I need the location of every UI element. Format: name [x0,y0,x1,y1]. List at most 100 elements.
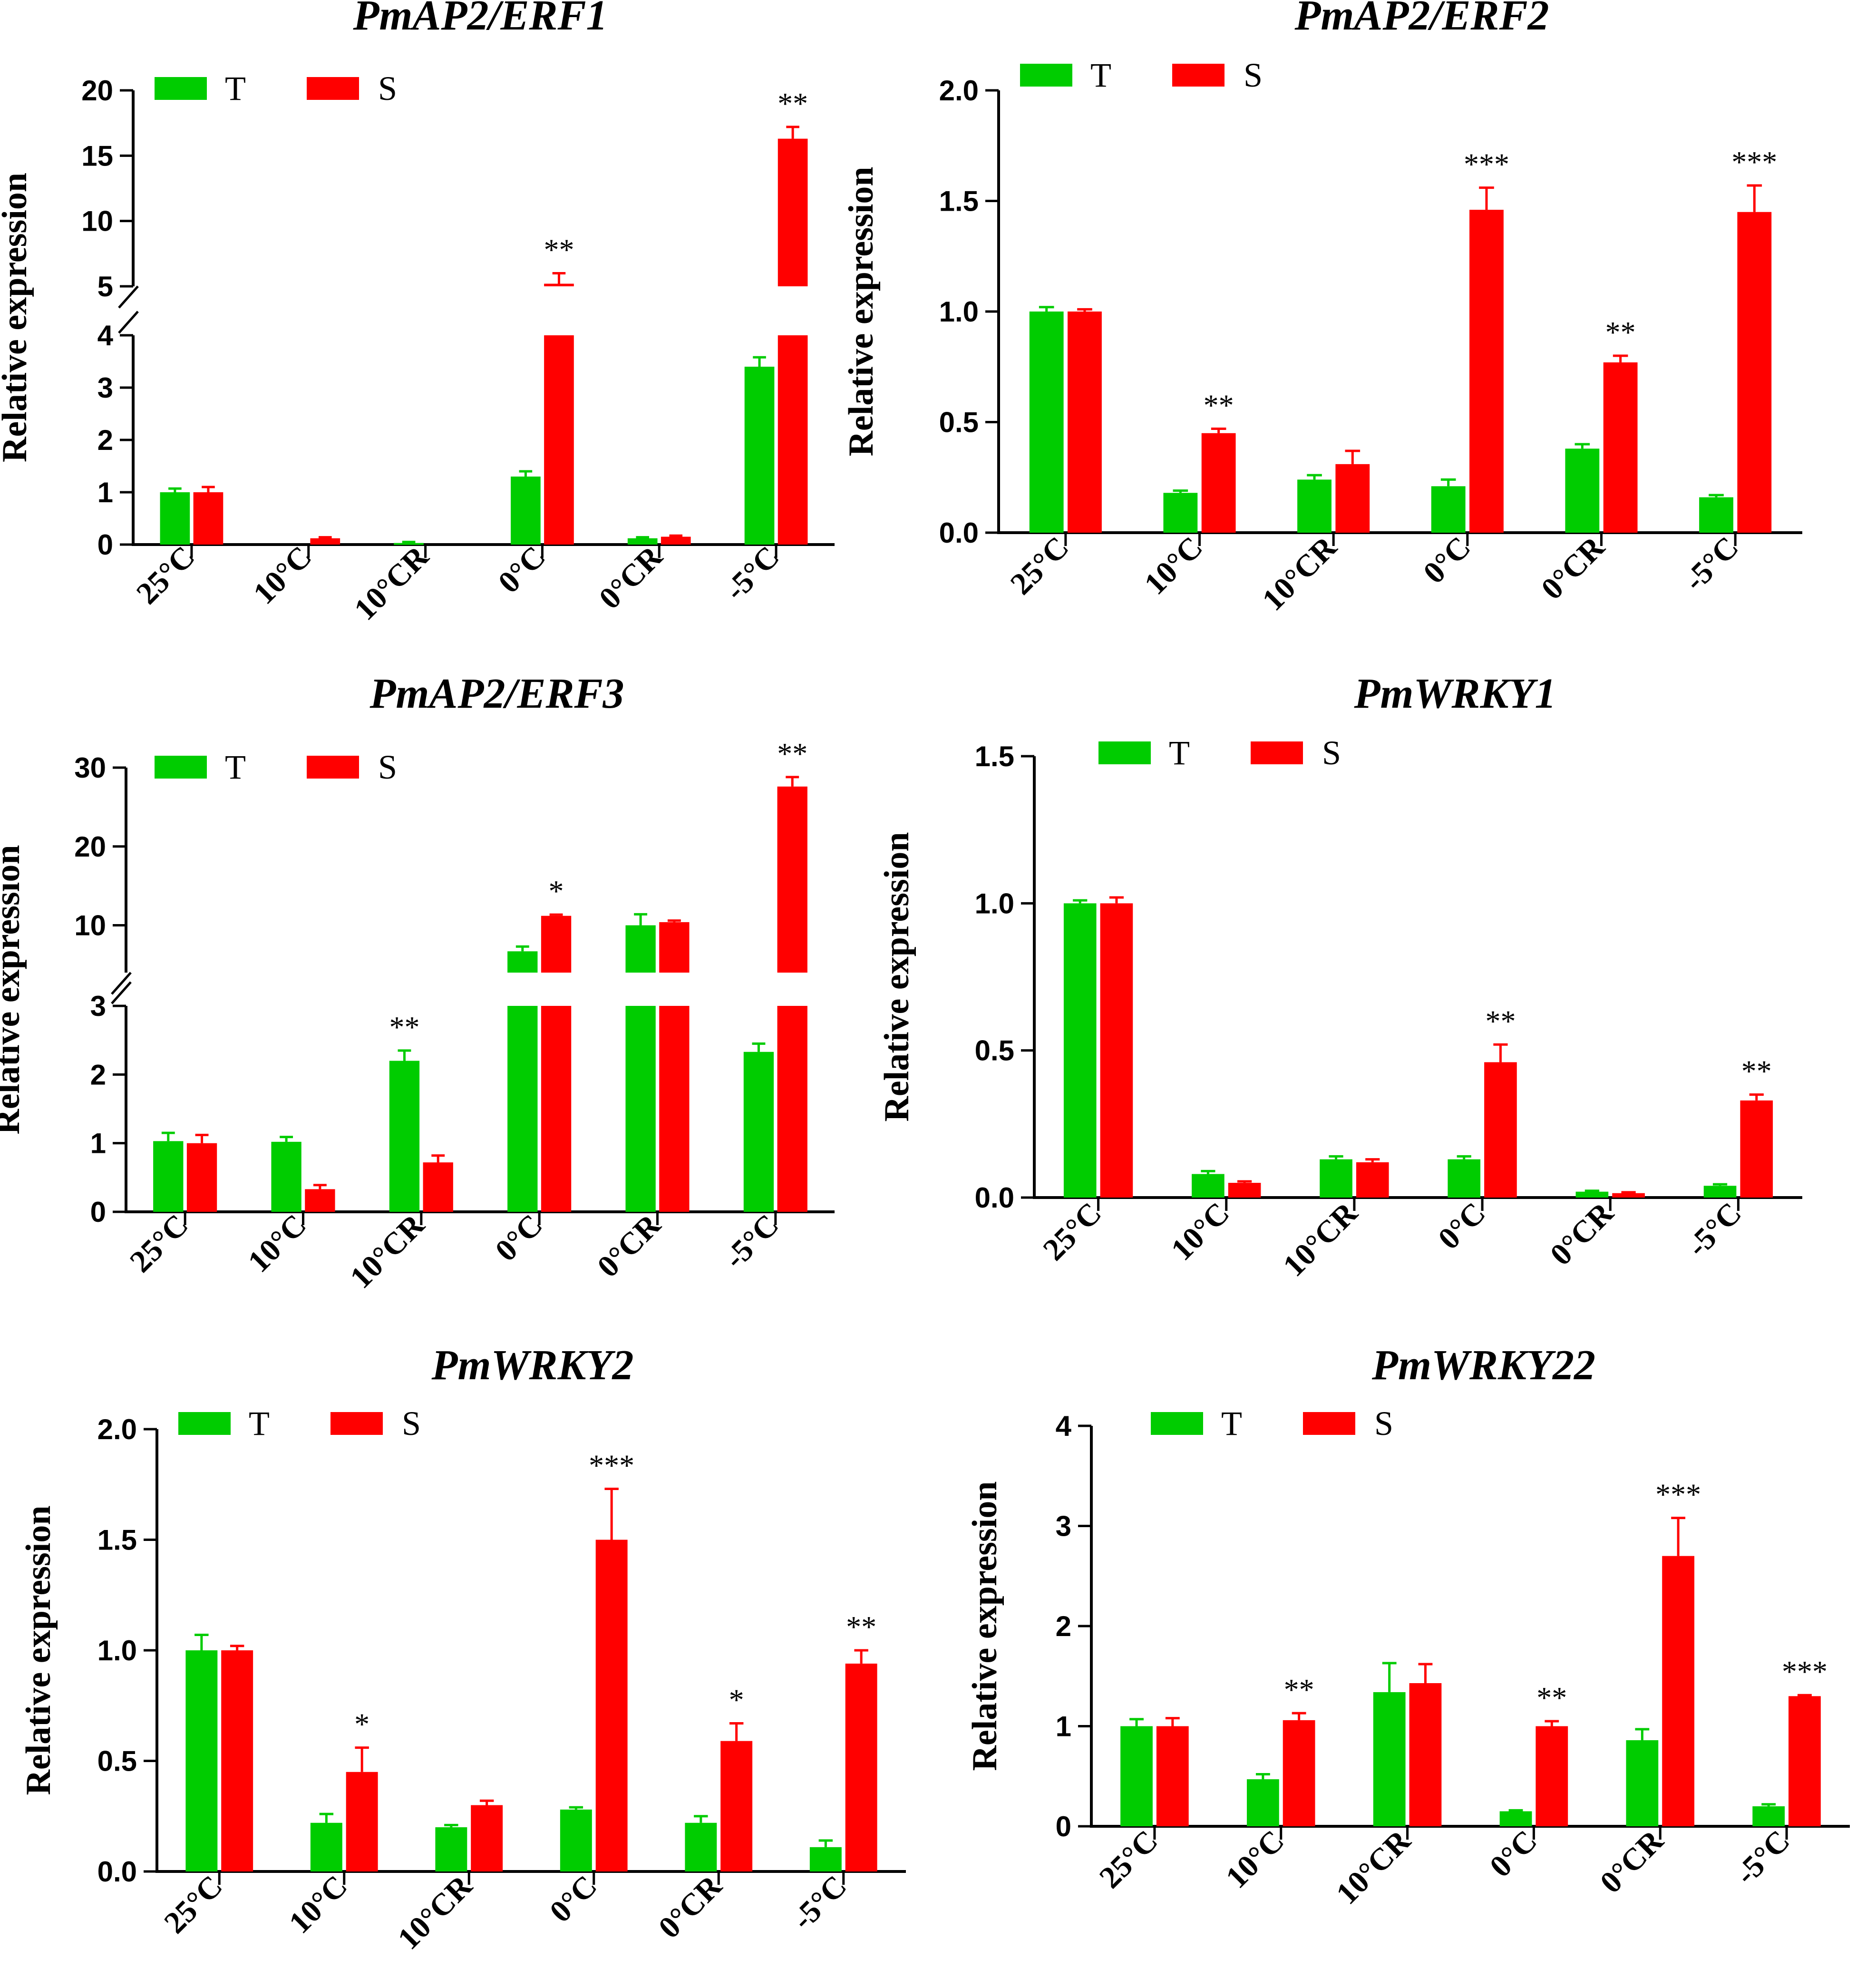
bar-T-4 [685,1822,717,1871]
bar-S-5 [1740,1100,1773,1198]
legend-swatch-T [1098,741,1151,764]
significance-label: ** [1485,1004,1516,1038]
legend-label-S: S [1322,734,1341,772]
significance-label: ** [846,1610,876,1644]
bar-T-2 [389,1061,420,1212]
bar-S-5-upper [777,786,807,973]
bar-T-1 [1192,1174,1225,1198]
y-tick-label: 3 [97,372,113,404]
y-tick-label: 1.5 [97,1524,137,1556]
y-tick-label: 0 [1056,1811,1071,1842]
bar-T-2 [1320,1159,1352,1198]
bar-T-3 [1499,1811,1532,1826]
bar-S-0 [1156,1726,1189,1826]
bar-S-3 [541,1006,572,1212]
y-tick-label: 3 [1056,1510,1071,1542]
bar-S-0 [186,1143,217,1212]
legend-label-T: T [225,69,246,107]
bar-T-5 [1699,497,1733,533]
significance-label: *** [589,1449,634,1482]
bar-T-3 [507,1006,538,1212]
x-tick-label: 10°CR [1255,529,1343,617]
x-tick-label: 0°CR [1544,1195,1621,1272]
legend-label-T: T [225,748,246,786]
bar-T-1 [1163,493,1198,533]
y-tick-label: 1.0 [975,887,1014,919]
bar-T-0 [185,1650,218,1871]
bar-T-3 [1431,486,1466,533]
y-tick-label: 1 [90,1128,106,1160]
bar-S-4 [1612,1193,1645,1198]
y-tick-label: 1.0 [97,1635,137,1666]
y-tick-label: 0.5 [939,407,979,439]
bar-S-4-upper [659,922,690,973]
legend-label-T: T [249,1404,270,1442]
y-tick-label: 0.5 [97,1745,137,1777]
bar-S-4 [659,1006,690,1212]
bar-S-3 [1536,1726,1568,1826]
bar-T-2 [394,543,424,545]
y-tick-label: 0.0 [97,1856,137,1888]
y-tick-label: 1 [1056,1711,1071,1743]
bar-T-5 [809,1847,842,1871]
bar-T-3-upper [507,951,538,973]
x-tick-label: 10°CR [348,539,436,627]
bar-S-2 [471,1805,503,1871]
x-tick-label: 10°CR [343,1207,431,1295]
bar-T-1 [1246,1779,1279,1826]
y-tick-label: 1 [97,477,113,508]
bar-S-1 [305,1189,335,1212]
chart-panel-2: PmAP2/ERF2 0.0 0.5 1.0 1.5 2.0 Relative expres… [842,0,1802,617]
legend-swatch-S [1303,1412,1355,1435]
bar-T-0 [153,1141,184,1212]
legend-label-S: S [402,1404,421,1442]
x-tick-label: 10°CR [1276,1195,1364,1283]
bar-S-5-upper [778,138,808,286]
y-tick-label: 3 [90,990,106,1022]
bar-S-1 [1228,1183,1261,1198]
significance-label: ** [778,87,808,120]
bar-S-0 [1068,312,1102,533]
chart-title: PmWRKY22 [1371,1342,1595,1389]
bar-T-4 [627,538,658,545]
y-tick-label: 2.0 [939,75,979,107]
significance-label: *** [1655,1478,1701,1511]
y-tick-label: 4 [97,320,114,351]
y-axis-label: Relative expression [842,166,881,456]
y-tick-label: 1.5 [939,185,979,217]
bar-S-5 [1788,1696,1821,1826]
y-tick-label: 10 [81,205,113,237]
bar-S-5 [778,335,808,545]
bar-S-1 [1201,433,1236,533]
y-tick-label: 0.0 [975,1182,1014,1214]
x-tick-label: 10°CR [391,1868,479,1956]
bar-T-0 [1063,903,1097,1198]
bar-S-3 [544,335,574,545]
y-tick-label: 0.5 [975,1035,1014,1067]
axis-break-mark [111,981,132,1004]
significance-label: * [354,1707,369,1741]
bar-T-1 [271,1141,301,1212]
legend-swatch-S [307,756,359,779]
significance-label: *** [1464,147,1509,181]
chart-title: PmAP2/ERF3 [369,670,624,717]
y-tick-label: 4 [1056,1410,1072,1442]
chart-title: PmAP2/ERF2 [1294,0,1549,39]
significance-label: * [549,874,564,908]
bar-T-0 [1029,312,1064,533]
chart-title: PmAP2/ERF1 [352,0,607,39]
legend-swatch-S [330,1412,383,1435]
chart-panel-5: PmWRKY2 0.0 0.5 1.0 1.5 2.0 Relative expressio… [19,1342,906,1956]
bar-S-2 [423,1162,453,1212]
significance-label: *** [1731,145,1777,179]
y-tick-label: 20 [74,831,106,863]
bar-S-2 [1335,464,1370,533]
axis-break-mark [118,311,139,334]
bar-T-4 [625,1006,656,1212]
bar-S-3 [1484,1062,1517,1198]
significance-label: ** [1284,1673,1314,1706]
